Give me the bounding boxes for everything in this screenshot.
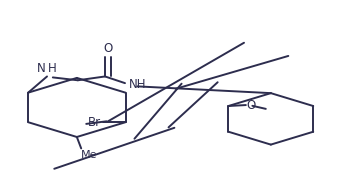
Text: H: H — [48, 62, 57, 74]
Text: O: O — [103, 42, 112, 55]
Text: N: N — [36, 62, 45, 74]
Text: Br: Br — [88, 116, 101, 129]
Text: Me: Me — [81, 150, 98, 160]
Text: O: O — [246, 98, 256, 112]
Text: NH: NH — [128, 78, 146, 91]
